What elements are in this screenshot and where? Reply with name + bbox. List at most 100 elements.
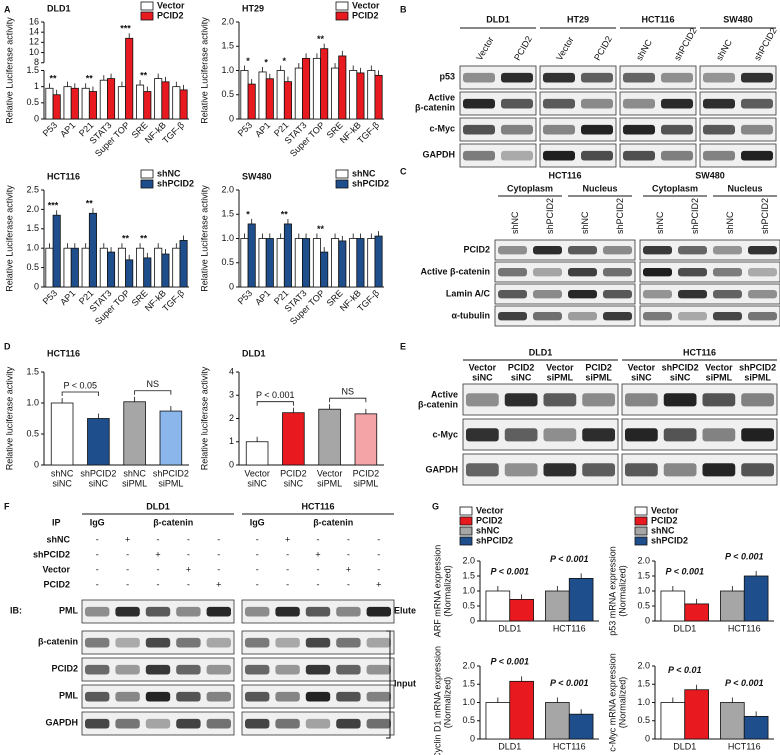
bar — [509, 599, 534, 622]
legend-label: PCID2 — [476, 515, 503, 525]
y-tick-label: 0 — [470, 733, 475, 743]
lane-label: shNC — [725, 211, 735, 234]
lane-label: PCID2 — [508, 362, 535, 372]
row-label: c-Myc — [429, 123, 455, 133]
blot-band — [603, 268, 632, 277]
bar — [125, 37, 134, 120]
blot-band — [206, 691, 231, 702]
annotation: P < 0.001 — [550, 554, 588, 564]
y-axis-label: Relative Luciferase activity — [4, 185, 14, 292]
lane-label: siPML — [744, 372, 771, 382]
bar — [240, 238, 249, 288]
bar — [374, 74, 383, 120]
y-tick-label: 1 — [34, 81, 39, 91]
bar — [485, 590, 511, 622]
column-label: β-catenin — [313, 517, 353, 527]
blot-band — [501, 98, 533, 109]
fraction-label: Nucleus — [727, 183, 762, 193]
bar — [107, 78, 116, 120]
x-tick-label: siNC — [89, 478, 109, 488]
sign: - — [377, 564, 380, 574]
blot-frame — [459, 117, 537, 142]
blot-band — [206, 637, 231, 648]
bar — [81, 87, 90, 120]
bar — [70, 87, 79, 120]
legend-swatch — [634, 536, 648, 546]
sign: - — [217, 564, 220, 574]
sign: - — [157, 579, 160, 589]
sign: + — [155, 549, 160, 559]
x-tick-label: shNC — [51, 468, 74, 478]
panel-label: E — [400, 341, 406, 351]
legend-swatch — [335, 169, 349, 179]
blot-band — [245, 664, 270, 675]
x-tick-label: siNC — [284, 478, 304, 488]
blot-band — [466, 393, 499, 407]
blot-band — [663, 463, 697, 477]
blot-band — [543, 72, 575, 83]
blot-frame — [619, 143, 697, 168]
condition-label: PCID2 — [43, 579, 70, 589]
x-tick-label: Vector — [317, 468, 343, 478]
blot-band — [678, 312, 707, 321]
y-tick-label: 1.0 — [26, 243, 39, 253]
lane-label: shPCID2 — [545, 198, 555, 234]
row-label: β-catenin — [38, 636, 78, 646]
blot-band — [678, 290, 707, 299]
bar — [318, 408, 341, 466]
blot-band — [366, 718, 391, 729]
legend-label: Vector — [651, 505, 679, 515]
blot-frame — [462, 383, 619, 416]
x-tick-label: siPML — [317, 478, 342, 488]
blot-band — [504, 428, 538, 442]
blot-band — [582, 428, 615, 442]
y-tick-label: 0.5 — [26, 97, 39, 107]
bar — [143, 257, 152, 288]
y-tick-label: 1.0 — [221, 233, 234, 243]
bar — [485, 702, 511, 740]
lane-label: Vector — [628, 362, 656, 372]
blot-band — [245, 606, 270, 617]
bar — [302, 238, 311, 288]
sign: - — [256, 534, 259, 544]
bar — [99, 79, 108, 120]
sign: - — [347, 579, 350, 589]
blot-frame — [639, 261, 780, 283]
sign: - — [377, 549, 380, 559]
blot-band — [625, 428, 658, 442]
x-tick-label: AP1 — [253, 120, 272, 139]
legend-label: shPCID2 — [352, 178, 389, 188]
sign: - — [286, 579, 289, 589]
y-tick-label: 2.0 — [462, 660, 475, 670]
annotation: P < 0.01 — [668, 665, 701, 675]
blot-band — [305, 718, 331, 729]
annotation: P < 0.001 — [550, 678, 588, 688]
blot-band — [625, 393, 658, 407]
bar — [302, 57, 311, 120]
annotation: P < 0.001 — [256, 390, 295, 400]
lane-label: shPCID2 — [690, 198, 700, 234]
blot-band — [336, 718, 361, 729]
legend-swatch — [140, 11, 154, 21]
sign: - — [286, 549, 289, 559]
bar — [125, 259, 134, 288]
blot-band — [504, 393, 538, 407]
blot-frame — [619, 65, 697, 90]
group-label: SW480 — [723, 14, 753, 24]
y-axis-label: Cyclin D1 mRNA expression — [432, 646, 442, 755]
legend-swatch — [459, 536, 473, 546]
legend-label: PCID2 — [157, 10, 184, 20]
x-tick-label: DLD1 — [498, 623, 521, 633]
blot-frame — [699, 143, 777, 168]
bar — [294, 67, 303, 120]
row-label: c-Myc — [432, 429, 458, 439]
bar — [331, 67, 340, 120]
bar — [374, 235, 383, 288]
y-tick-label: 0.5 — [462, 600, 475, 610]
blot-band — [543, 150, 575, 161]
sign: - — [286, 564, 289, 574]
condition-label: shNC — [46, 534, 70, 544]
y-tick-label: 1.0 — [637, 585, 650, 595]
blot-band — [543, 124, 575, 135]
y-tick-label: 2 — [229, 413, 234, 423]
